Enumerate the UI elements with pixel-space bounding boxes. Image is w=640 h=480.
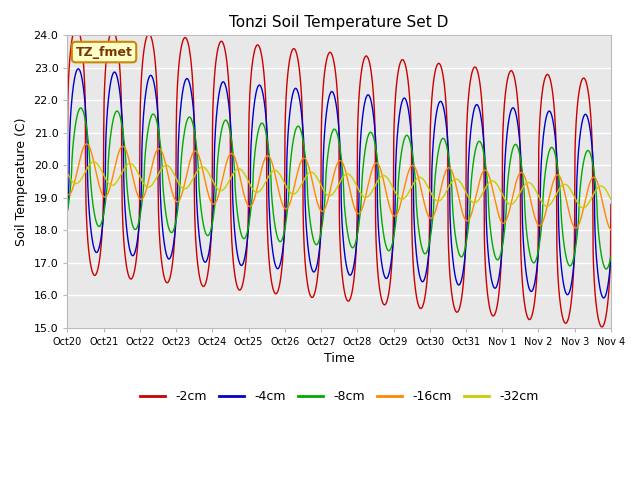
Title: Tonzi Soil Temperature Set D: Tonzi Soil Temperature Set D xyxy=(230,15,449,30)
Text: TZ_fmet: TZ_fmet xyxy=(76,46,132,59)
Y-axis label: Soil Temperature (C): Soil Temperature (C) xyxy=(15,117,28,246)
X-axis label: Time: Time xyxy=(324,352,355,365)
Legend: -2cm, -4cm, -8cm, -16cm, -32cm: -2cm, -4cm, -8cm, -16cm, -32cm xyxy=(135,385,543,408)
